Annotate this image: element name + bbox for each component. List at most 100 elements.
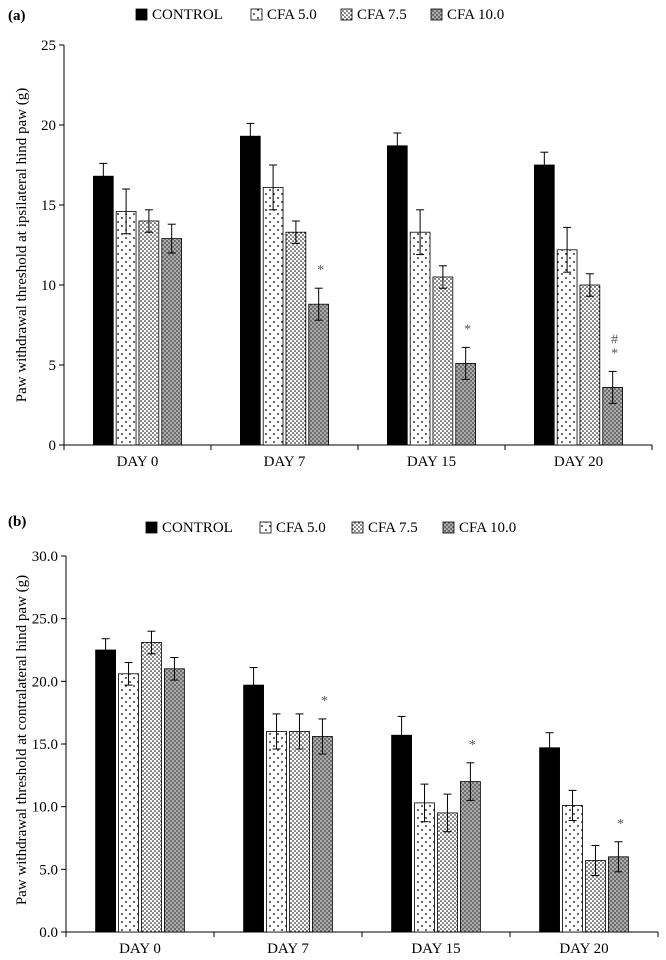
significance-marker: * bbox=[469, 738, 476, 753]
legend-label-control: CONTROL bbox=[152, 7, 223, 23]
bar-control-day-7 bbox=[239, 135, 261, 446]
error-bar-cfa-7-5-day-15 bbox=[443, 793, 452, 833]
legend-label-cfa-10-0: CFA 10.0 bbox=[459, 520, 516, 536]
error-bar-cfa-7-5-day-20 bbox=[585, 273, 594, 297]
y-tick-label: 10.0 bbox=[32, 800, 58, 816]
significance-marker: * bbox=[611, 346, 618, 361]
error-bar-cfa-7-5-day-15 bbox=[438, 265, 447, 289]
error-bar-cfa-7-5-day-7 bbox=[295, 713, 304, 750]
panel-a: (a) CONTROL CFA 5.0 CFA 7.5 CFA 10.0 Paw wi… bbox=[8, 7, 653, 470]
y-tick-label: 15 bbox=[41, 198, 56, 214]
error-bar-cfa-5-0-day-7 bbox=[269, 164, 278, 211]
legend-b: CONTROL CFA 5.0 CFA 7.5 CFA 10.0 bbox=[145, 520, 516, 536]
bar-cfa-10-0-day-0 bbox=[164, 668, 185, 933]
bar-cfa-10-0-day-7 bbox=[312, 736, 333, 933]
bar-cfa-10-0-day-7 bbox=[308, 303, 330, 446]
bar-control-day-15 bbox=[391, 734, 412, 933]
y-tick-label: 25 bbox=[41, 38, 56, 54]
y-axis-label-a: Paw withdrawal threshold at ipsilateral … bbox=[14, 88, 30, 403]
legend-swatch-cfa-7-5 bbox=[340, 8, 353, 21]
bar-control-day-20 bbox=[539, 747, 560, 933]
bar-cfa-5-0-day-15 bbox=[414, 802, 435, 933]
error-bar-cfa-10-0-day-0 bbox=[170, 657, 179, 681]
x-tick-label-day-7: DAY 7 bbox=[264, 454, 306, 470]
y-tick-label: 5.0 bbox=[39, 862, 58, 878]
bar-control-day-15 bbox=[386, 145, 408, 446]
legend-swatch-control bbox=[135, 8, 148, 21]
y-tick-label: 0 bbox=[49, 438, 57, 454]
error-bar-control-day-7 bbox=[249, 667, 258, 704]
x-tick-label-day-15: DAY 15 bbox=[411, 941, 460, 957]
error-bar-cfa-7-5-day-7 bbox=[291, 220, 300, 244]
panel-label-b: (b) bbox=[8, 514, 26, 530]
error-bar-cfa-5-0-day-20 bbox=[568, 789, 577, 821]
significance-marker: * bbox=[321, 694, 328, 709]
y-tick-label: 30.0 bbox=[32, 549, 58, 565]
x-tick-label-day-0: DAY 0 bbox=[119, 941, 161, 957]
bar-cfa-5-0-day-20 bbox=[556, 249, 578, 446]
bar-cfa-7-5-day-15 bbox=[432, 276, 454, 446]
y-tick-label: 20.0 bbox=[32, 674, 58, 690]
bar-cfa-5-0-day-20 bbox=[562, 805, 583, 933]
x-tick-label-day-15: DAY 15 bbox=[407, 454, 456, 470]
y-tick-label: 5 bbox=[49, 358, 57, 374]
legend-label-control: CONTROL bbox=[162, 520, 233, 536]
error-bar-control-day-0 bbox=[101, 638, 110, 662]
bar-cfa-10-0-day-0 bbox=[161, 238, 183, 446]
bar-cfa-5-0-day-7 bbox=[266, 731, 287, 933]
error-bar-cfa-5-0-day-0 bbox=[124, 662, 133, 686]
error-bar-cfa-5-0-day-15 bbox=[420, 783, 429, 823]
bar-cfa-7-5-day-7 bbox=[289, 731, 310, 933]
legend-swatch-cfa-5-0 bbox=[259, 521, 272, 534]
error-bar-cfa-5-0-day-7 bbox=[272, 713, 281, 750]
error-bar-cfa-7-5-day-20 bbox=[591, 845, 600, 877]
y-tick-label: 0.0 bbox=[39, 925, 58, 941]
error-bar-control-day-0 bbox=[99, 162, 108, 190]
significance-marker: * bbox=[617, 817, 624, 832]
x-tick-label-day-0: DAY 0 bbox=[117, 454, 159, 470]
bar-control-day-20 bbox=[534, 164, 555, 446]
legend-label-cfa-5-0: CFA 5.0 bbox=[267, 7, 317, 23]
legend-swatch-cfa-10-0 bbox=[430, 8, 443, 21]
error-bar-control-day-15 bbox=[393, 132, 402, 160]
bar-control-day-0 bbox=[93, 175, 114, 446]
legend-label-cfa-10-0: CFA 10.0 bbox=[447, 7, 504, 23]
error-bar-cfa-10-0-day-20 bbox=[608, 370, 617, 404]
legend-swatch-control bbox=[145, 521, 158, 534]
plot-b: 0.0 5.0 10.0 15.0 20.0 25.0 30.0 DAY 0 DAY 7 * DAY… bbox=[32, 549, 659, 957]
error-bar-control-day-7 bbox=[246, 122, 255, 150]
bar-cfa-5-0-day-0 bbox=[118, 673, 139, 933]
legend-swatch-cfa-10-0 bbox=[442, 521, 455, 534]
error-bar-cfa-7-5-day-0 bbox=[147, 630, 156, 655]
bar-cfa-7-5-day-0 bbox=[138, 220, 160, 446]
legend-a: CONTROL CFA 5.0 CFA 7.5 CFA 10.0 bbox=[135, 7, 504, 23]
significance-marker: * bbox=[464, 322, 471, 337]
bar-control-day-0 bbox=[95, 649, 116, 933]
error-bar-cfa-10-0-day-0 bbox=[167, 223, 176, 254]
legend-label-cfa-7-5: CFA 7.5 bbox=[368, 520, 418, 536]
legend-swatch-cfa-7-5 bbox=[351, 521, 364, 534]
y-tick-label: 25.0 bbox=[32, 612, 58, 628]
bar-control-day-7 bbox=[243, 684, 264, 933]
bar-cfa-7-5-day-0 bbox=[141, 642, 162, 933]
error-bar-cfa-10-0-day-15 bbox=[466, 762, 475, 801]
legend-swatch-cfa-5-0 bbox=[250, 8, 263, 21]
bar-cfa-5-0-day-15 bbox=[409, 231, 431, 446]
error-bar-control-day-20 bbox=[540, 151, 549, 179]
y-tick-label: 15.0 bbox=[32, 737, 58, 753]
x-tick-label-day-7: DAY 7 bbox=[267, 941, 309, 957]
y-axis-label-b: Paw withdrawal threshold at contralatera… bbox=[14, 575, 30, 905]
y-tick-label: 20 bbox=[41, 118, 56, 134]
error-bar-cfa-10-0-day-7 bbox=[318, 718, 327, 755]
error-bar-cfa-5-0-day-0 bbox=[122, 188, 131, 235]
significance-marker: * bbox=[317, 263, 324, 278]
panel-label-a: (a) bbox=[8, 8, 26, 24]
error-bar-cfa-10-0-day-20 bbox=[614, 841, 623, 873]
x-tick-label-day-20: DAY 20 bbox=[554, 454, 603, 470]
error-bar-cfa-10-0-day-15 bbox=[461, 346, 470, 380]
legend-label-cfa-7-5: CFA 7.5 bbox=[357, 7, 407, 23]
bar-cfa-5-0-day-0 bbox=[115, 210, 137, 446]
